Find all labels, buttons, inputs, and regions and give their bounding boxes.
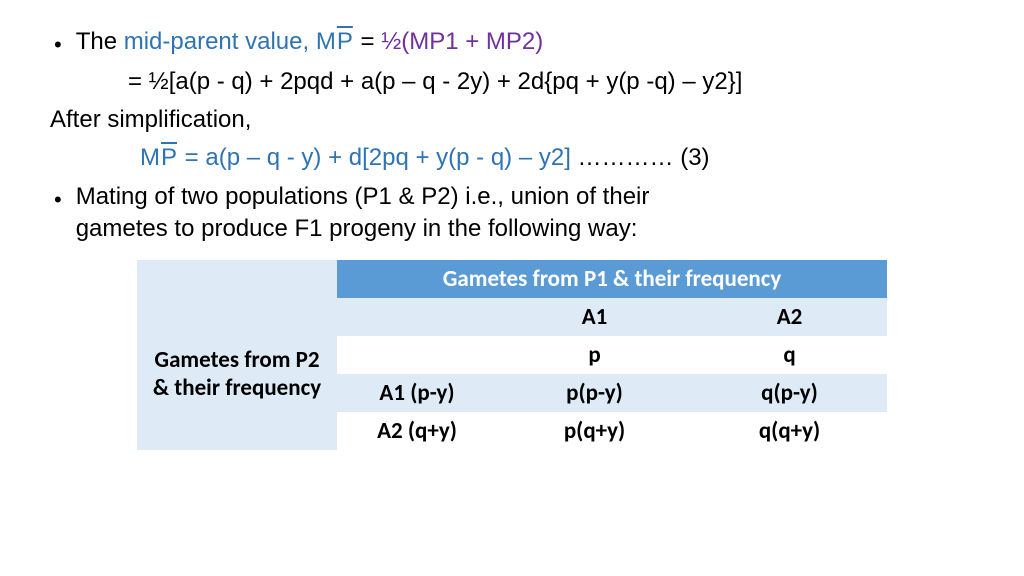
eq-number: ………… (3) bbox=[571, 144, 710, 171]
mp-m: M bbox=[140, 144, 160, 171]
cell: p bbox=[497, 336, 692, 374]
bullet-1-text: The mid-parent value, MP = ½(MP1 + MP2) bbox=[76, 26, 544, 60]
col-a1: A1 bbox=[497, 298, 692, 336]
bullet-dot: • bbox=[54, 26, 62, 60]
cell: A2 (q+y) bbox=[337, 412, 497, 450]
half-symbol: ½ bbox=[381, 28, 401, 55]
bullet-1: • The mid-parent value, MP = ½(MP1 + MP2… bbox=[54, 26, 970, 60]
bullet-2-line2: gametes to produce F1 progeny in the fol… bbox=[76, 215, 638, 242]
p-overbar-2: P bbox=[160, 144, 178, 171]
cell: p(q+y) bbox=[497, 412, 692, 450]
gamete-table-wrap: Gametes from P1 & their frequency Gamete… bbox=[137, 260, 887, 450]
eq-sign-1: = bbox=[354, 28, 381, 55]
simplified-eq: = a(p – q - y) + d[2pq + y(p - q) – y2] bbox=[178, 144, 571, 171]
gamete-table: Gametes from P1 & their frequency Gamete… bbox=[137, 260, 887, 450]
col-blank bbox=[337, 298, 497, 336]
table-row: Gametes from P2 & their frequency A1 A2 bbox=[137, 298, 887, 336]
table-row: Gametes from P1 & their frequency bbox=[137, 260, 887, 298]
bullet-2-line1: Mating of two populations (P1 & P2) i.e.… bbox=[76, 183, 650, 210]
word-the: The bbox=[76, 28, 124, 55]
expansion-text: = ½[a(p - q) + 2pqd + a(p – q - 2y) + 2d… bbox=[128, 68, 742, 95]
midparent-label: mid-parent value, M bbox=[124, 28, 336, 55]
row-label-text: Gametes from P2 & their frequency bbox=[153, 346, 321, 402]
col-a2: A2 bbox=[692, 298, 887, 336]
after-text: After simplification, bbox=[50, 106, 251, 133]
simplified-line: MP = a(p – q - y) + d[2pq + y(p - q) – y… bbox=[54, 142, 970, 174]
corner-cell bbox=[137, 260, 337, 298]
cell: q(p-y) bbox=[692, 374, 887, 412]
mp-sum: (MP1 + MP2) bbox=[401, 28, 543, 55]
after-simplification: After simplification, bbox=[50, 104, 970, 136]
cell: q(q+y) bbox=[692, 412, 887, 450]
bullet-2: • Mating of two populations (P1 & P2) i.… bbox=[54, 181, 970, 246]
bullet-2-text: Mating of two populations (P1 & P2) i.e.… bbox=[76, 181, 650, 246]
row-label: Gametes from P2 & their frequency bbox=[137, 298, 337, 450]
expansion-line: = ½[a(p - q) + 2pqd + a(p – q - 2y) + 2d… bbox=[54, 66, 970, 98]
cell: p(p-y) bbox=[497, 374, 692, 412]
header-top: Gametes from P1 & their frequency bbox=[337, 260, 887, 298]
cell: q bbox=[692, 336, 887, 374]
bullet-dot-2: • bbox=[54, 181, 62, 246]
cell bbox=[337, 336, 497, 374]
p-overbar-1: P bbox=[336, 28, 354, 55]
cell: A1 (p-y) bbox=[337, 374, 497, 412]
